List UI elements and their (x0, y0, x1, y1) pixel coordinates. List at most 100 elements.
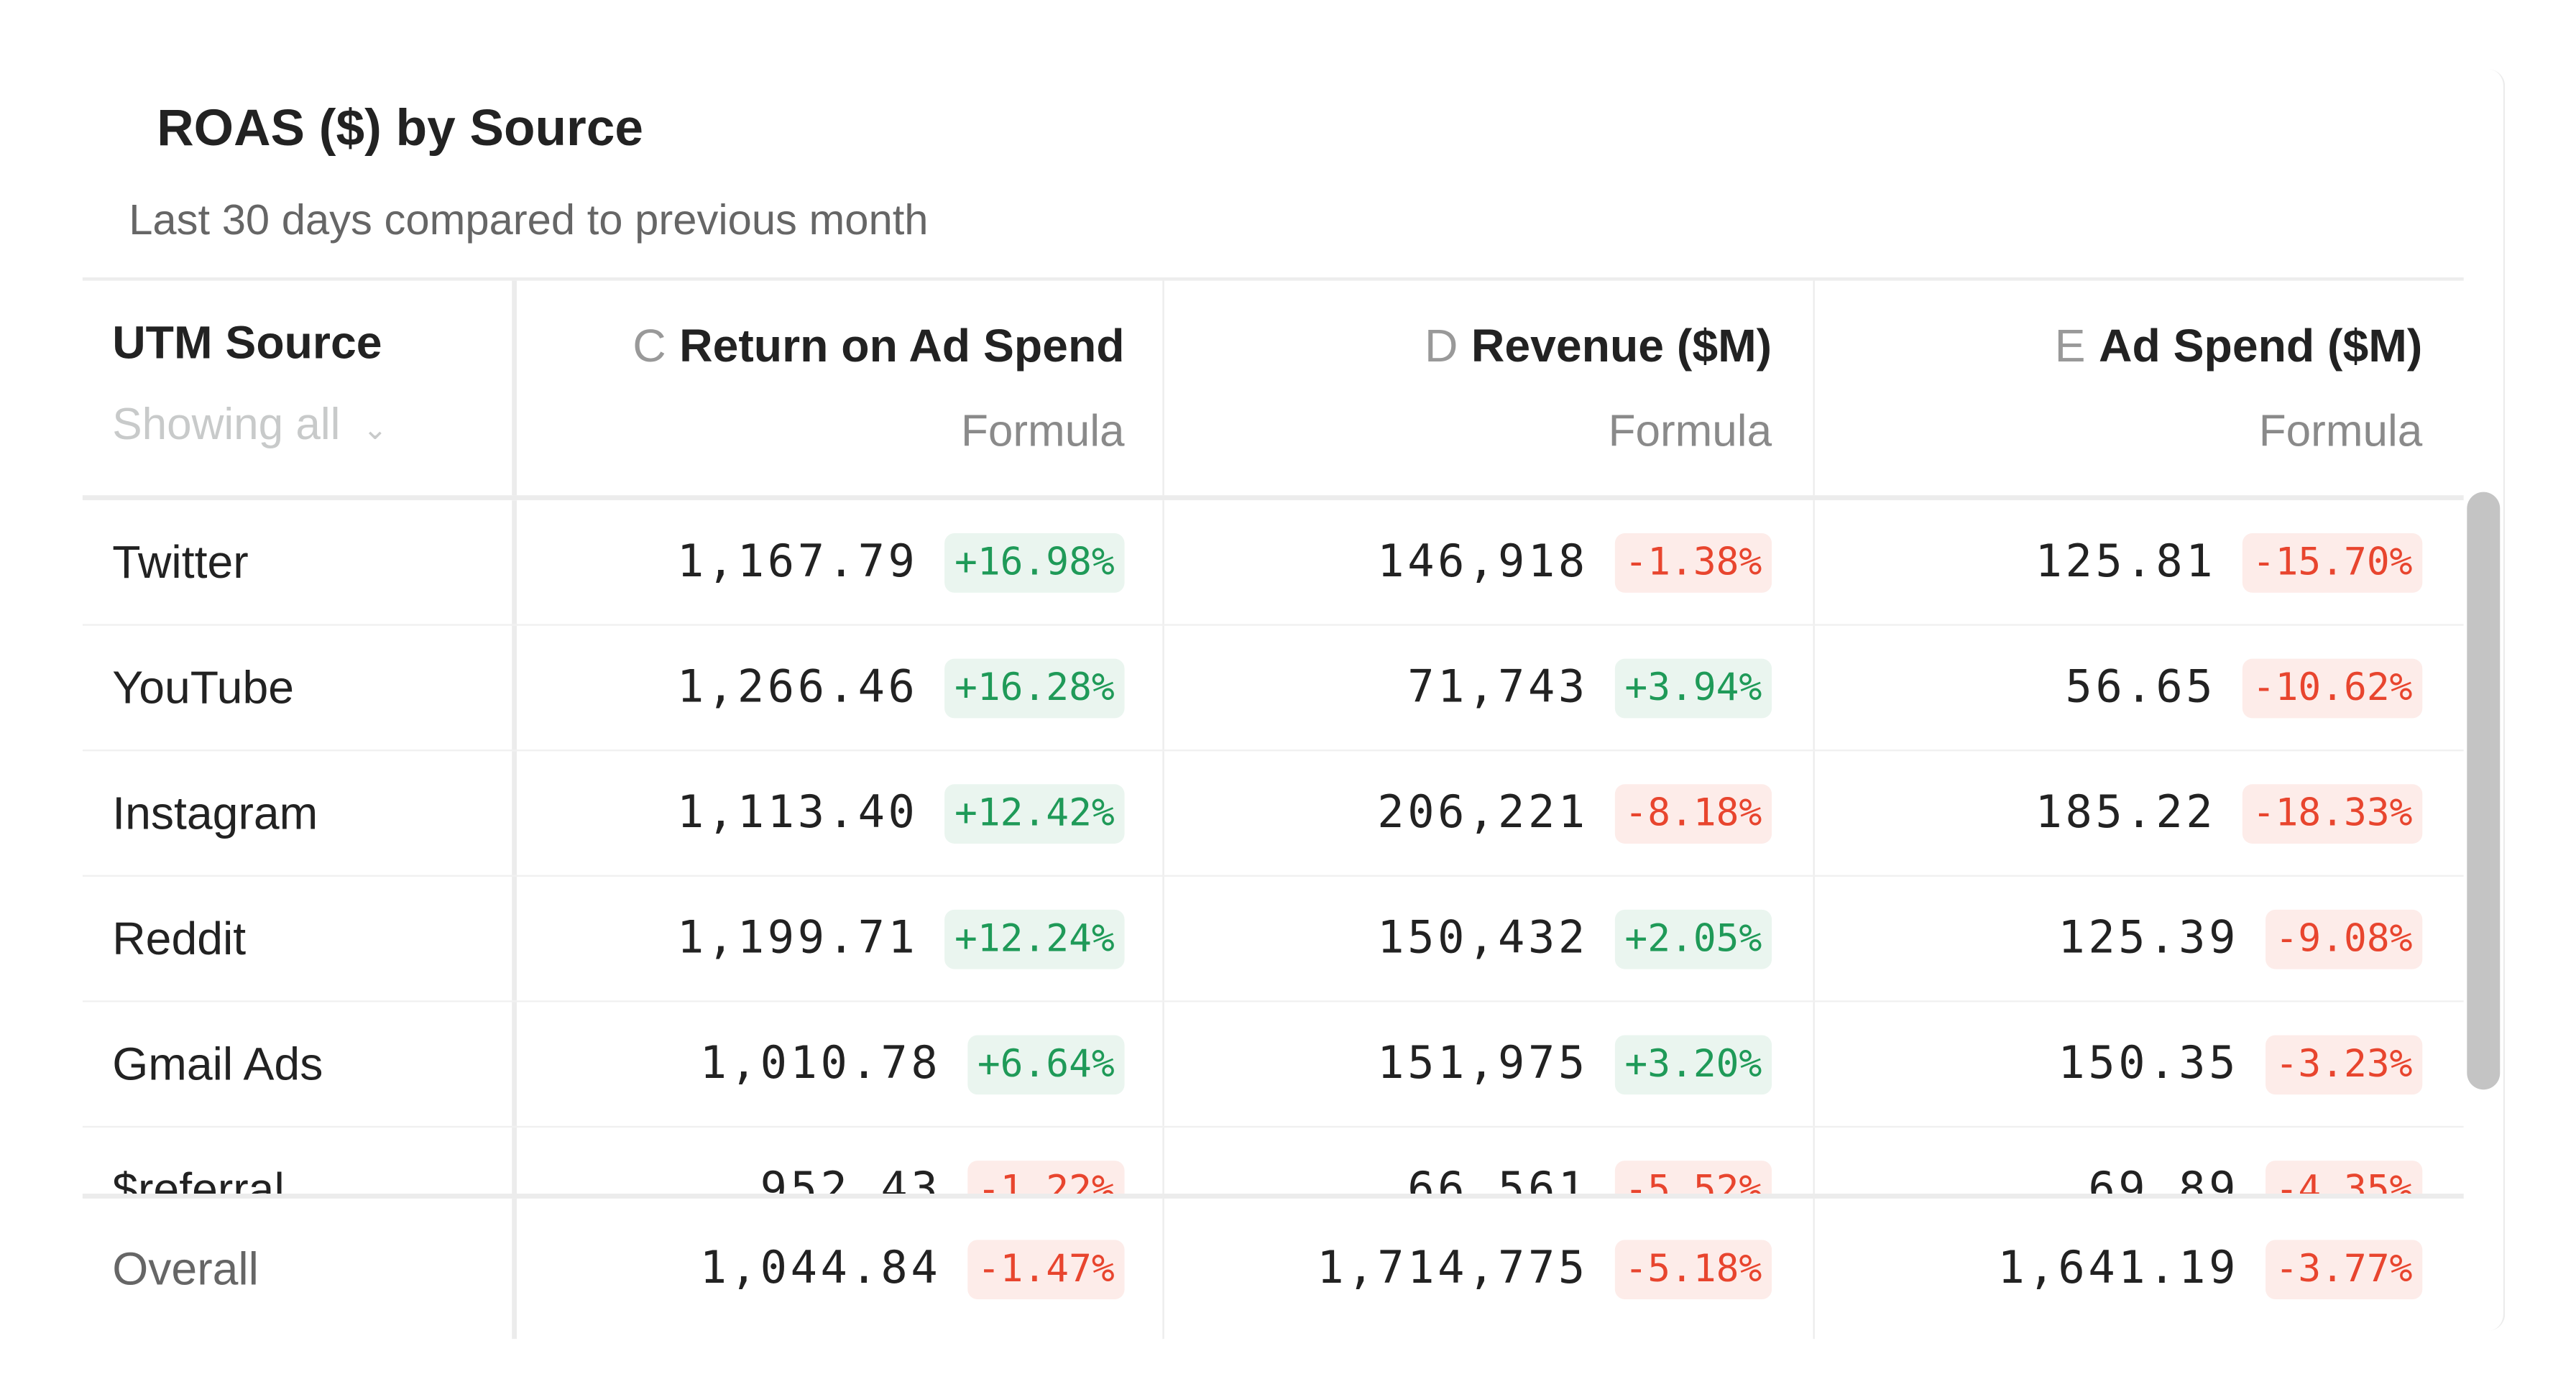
change-badge: -15.70% (2242, 532, 2423, 592)
column-letter: D (1425, 320, 1458, 372)
metric-value: 1,266.46 (676, 662, 919, 714)
source-name: Overall (112, 1242, 259, 1294)
column-label: Return on Ad Spend (679, 320, 1125, 372)
cell-metric: 1,714,775 -5.18% (1162, 1198, 1814, 1340)
column-label: Revenue ($M) (1471, 320, 1772, 372)
metric-value: 56.65 (2065, 662, 2217, 714)
change-badge: +6.64% (967, 1034, 1125, 1094)
cell-metric: 1,641.19 -3.77% (1813, 1198, 2465, 1340)
metric-value: 125.39 (2058, 913, 2240, 964)
change-badge: +16.98% (944, 532, 1125, 592)
metric-value: 1,714,775 (1317, 1242, 1588, 1295)
change-badge: -1.47% (967, 1239, 1125, 1299)
vertical-scrollbar[interactable] (2467, 492, 2501, 1090)
table-row: Reddit 1,199.71 +12.24% 150,432 +2.05% 125.39… (82, 876, 2464, 1002)
metric-value: 1,167.79 (676, 536, 919, 588)
card-subtitle: Last 30 days compared to previous month (129, 195, 929, 245)
source-name: Reddit (112, 912, 247, 964)
cell-metric: 71,743 +3.94% (1162, 625, 1814, 750)
cell-metric: 185.22 -18.33% (1813, 751, 2464, 875)
cell-source: Reddit (83, 877, 509, 1000)
metric-value: 66,561 (1407, 1163, 1588, 1194)
table-row: Instagram 1,113.40 +12.42% 206,221 -8.18% 185… (82, 751, 2464, 877)
filter-label: Showing all (112, 399, 341, 449)
change-badge: -9.08% (2265, 908, 2423, 969)
change-badge: -1.22% (967, 1159, 1125, 1194)
metric-value: 1,044.84 (699, 1242, 942, 1295)
cell-metric: 1,113.40 +12.42% (512, 751, 1167, 875)
card-title: ROAS ($) by Source (157, 98, 643, 157)
data-table: UTM Source Showing all ⌄ C Return on Ad S… (82, 277, 2501, 1340)
metric-value: 150.35 (2058, 1038, 2240, 1090)
metric-value: 150,432 (1377, 913, 1588, 964)
change-badge: +3.94% (1614, 658, 1772, 718)
table-row: $referral 952.43 -1.22% 66,561 -5.52% 69.89 -4… (83, 1128, 2464, 1194)
metric-value: 151,975 (1377, 1038, 1588, 1090)
change-badge: -8.18% (1614, 783, 1772, 843)
header-column-c[interactable]: C Return on Ad Spend Formula (512, 280, 1167, 496)
cell-metric: 1,199.71 +12.24% (512, 876, 1167, 1001)
table-row: Twitter 1,167.79 +16.98% 146,918 -1.38% 125.8… (82, 500, 2464, 626)
header-utm-source: UTM Source Showing all ⌄ (83, 281, 509, 496)
change-badge: +3.20% (1614, 1034, 1772, 1094)
change-badge: +2.05% (1614, 908, 1772, 969)
header-label: UTM Source (112, 317, 382, 369)
cell-metric: 1,010.78 +6.64% (512, 1002, 1167, 1126)
change-badge: -10.62% (2242, 658, 2423, 718)
change-badge: -5.52% (1614, 1159, 1772, 1194)
metric-value: 952.43 (760, 1163, 942, 1194)
table-footer-overall: Overall 1,044.84 -1.47% 1,714,775 -5.18% 1,64… (82, 1194, 2465, 1340)
source-name: YouTube (112, 661, 295, 713)
cell-metric: 206,221 -8.18% (1162, 751, 1814, 875)
column-letter: C (632, 320, 666, 372)
metric-value: 185.22 (2035, 787, 2217, 839)
metric-value: 1,641.19 (1997, 1242, 2240, 1295)
change-badge: +12.24% (944, 908, 1125, 969)
cell-source: Gmail Ads (83, 1002, 509, 1126)
cell-metric: 952.43 -1.22% (512, 1128, 1167, 1194)
metric-value: 69.89 (2088, 1163, 2240, 1194)
cell-source: Overall (83, 1199, 509, 1339)
column-label: Ad Spend ($M) (2098, 320, 2423, 372)
metric-value: 125.81 (2035, 536, 2217, 588)
table-row: Gmail Ads 1,010.78 +6.64% 151,975 +3.20% 150.… (82, 1002, 2464, 1128)
column-type: Formula (1608, 406, 1772, 456)
cell-source: Instagram (83, 751, 509, 875)
cell-metric: 1,167.79 +16.98% (512, 500, 1167, 624)
column-type: Formula (961, 406, 1125, 456)
header-column-d[interactable]: D Revenue ($M) Formula (1162, 280, 1814, 496)
overall-row: Overall 1,044.84 -1.47% 1,714,775 -5.18% 1,64… (83, 1198, 2465, 1340)
metric-value: 71,743 (1407, 662, 1588, 714)
column-letter: E (2054, 320, 2086, 372)
header-column-e[interactable]: E Ad Spend ($M) Formula (1813, 280, 2465, 496)
cell-metric: 150.35 -3.23% (1813, 1002, 2464, 1126)
change-badge: -3.23% (2265, 1034, 2423, 1094)
metric-value: 146,918 (1377, 536, 1588, 588)
cell-metric: 69.89 -4.35% (1813, 1128, 2464, 1194)
column-type: Formula (2258, 406, 2423, 456)
table-body: Twitter 1,167.79 +16.98% 146,918 -1.38% 125.8… (82, 500, 2464, 1194)
source-name: Instagram (112, 786, 318, 838)
change-badge: +16.28% (944, 658, 1125, 718)
cell-source: YouTube (83, 626, 509, 750)
metric-value: 1,199.71 (676, 913, 919, 964)
filter-dropdown[interactable]: Showing all ⌄ (112, 400, 387, 451)
change-badge: -4.35% (2265, 1159, 2423, 1194)
cell-metric: 1,266.46 +16.28% (512, 625, 1167, 750)
change-badge: -1.38% (1614, 532, 1772, 592)
change-badge: +12.42% (944, 783, 1125, 843)
cell-metric: 146,918 -1.38% (1162, 500, 1814, 624)
cell-metric: 125.39 -9.08% (1813, 876, 2464, 1001)
table-row: YouTube 1,266.46 +16.28% 71,743 +3.94% 56.65-… (82, 625, 2464, 752)
metric-value: 206,221 (1377, 787, 1588, 839)
cell-metric: 1,044.84 -1.47% (512, 1198, 1167, 1340)
metric-value: 1,113.40 (676, 787, 919, 839)
source-name: $referral (112, 1163, 285, 1194)
cell-metric: 66,561 -5.52% (1162, 1128, 1814, 1194)
source-name: Twitter (112, 535, 249, 587)
cell-metric: 56.65 -10.62% (1813, 625, 2464, 750)
change-badge: -5.18% (1614, 1239, 1772, 1299)
cell-metric: 151,975 +3.20% (1162, 1002, 1814, 1126)
metric-value: 1,010.78 (699, 1038, 942, 1090)
table-header: UTM Source Showing all ⌄ C Return on Ad S… (82, 280, 2465, 501)
